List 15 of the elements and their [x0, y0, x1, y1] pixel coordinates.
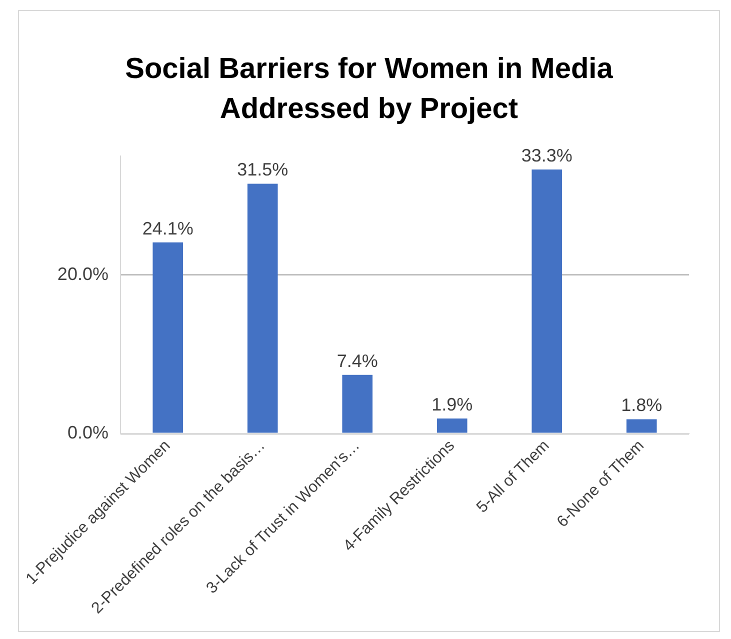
data-label: 7.4% [336, 350, 378, 371]
bar [626, 419, 657, 433]
bar [342, 374, 373, 433]
chart-title: Social Barriers for Women in Media Addressed by Project [124, 52, 614, 127]
y-tick-label: 20.0% [57, 264, 108, 284]
data-label: 33.3% [521, 145, 572, 166]
data-label: 24.1% [142, 218, 194, 238]
bar [152, 242, 184, 433]
y-tick-label: 0.0% [67, 422, 108, 442]
bar [247, 184, 278, 433]
data-label: 31.5% [237, 160, 288, 180]
data-label: 1.9% [432, 394, 473, 414]
bar [436, 418, 468, 433]
data-label: 1.8% [621, 395, 662, 416]
bar [532, 169, 562, 433]
